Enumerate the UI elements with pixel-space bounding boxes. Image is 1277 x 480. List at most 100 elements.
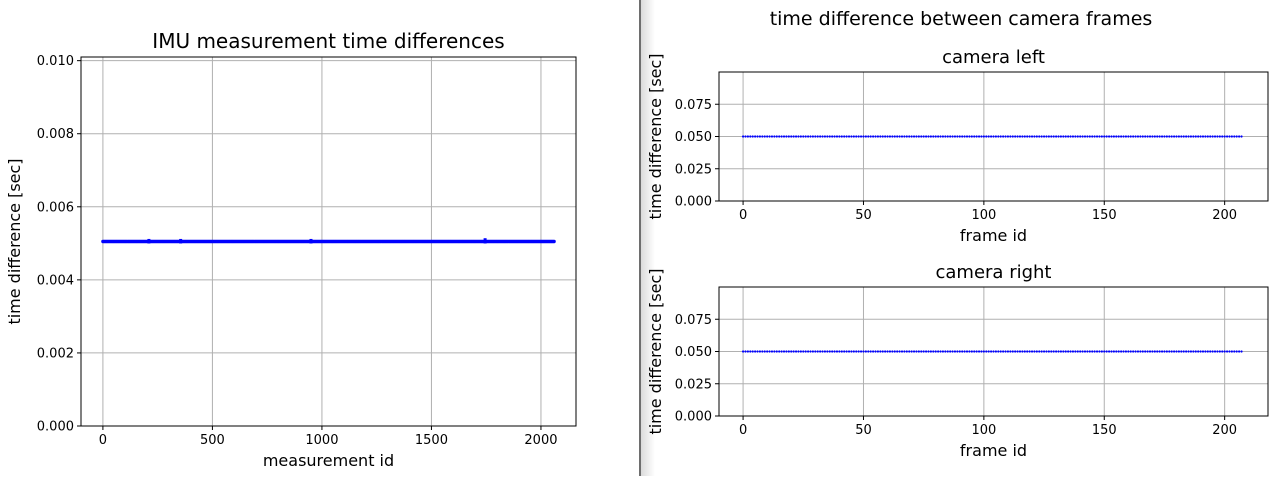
camera-right-data-point: [749, 350, 752, 353]
camera-left-data-point: [927, 135, 930, 138]
camera-right-data-point: [828, 350, 831, 353]
camera-left-data-point: [1194, 135, 1197, 138]
camera-left-data-point: [751, 135, 754, 138]
camera-right-data-point: [1110, 350, 1113, 353]
camera-right-data-point: [968, 350, 971, 353]
camera-right-data-point: [951, 350, 954, 353]
figure-divider: [639, 0, 641, 476]
camera-left-data-point: [968, 135, 971, 138]
camera-left-data-point: [1238, 135, 1241, 138]
camera-left-data-point: [804, 135, 807, 138]
camera-left-data-point: [975, 135, 978, 138]
camera-left-data-point: [1110, 135, 1113, 138]
camera-left-data-point: [1148, 135, 1152, 138]
camera-right-data-point: [1240, 350, 1243, 353]
camera-left-data-point: [1030, 135, 1034, 138]
camera-left-data-point: [823, 135, 827, 138]
camera-right-x-tick-label: 100: [971, 423, 996, 438]
camera-right-data-point: [1052, 350, 1055, 353]
camera-right-data-point: [768, 350, 771, 353]
imu-data-point: [552, 239, 556, 244]
camera-left-data-point: [1074, 135, 1077, 138]
camera-left-data-point: [961, 135, 964, 138]
imu-y-axis-label: time difference [sec]: [5, 158, 24, 324]
camera-left-data-point: [1045, 135, 1048, 138]
camera-right-data-point: [1079, 350, 1082, 353]
camera-left-data-point: [965, 135, 969, 138]
imu-x-tick-label: 2000: [524, 433, 557, 448]
camera-left-data-point: [814, 135, 817, 138]
camera-right-data-point: [1045, 350, 1048, 353]
camera-right-data-point: [823, 350, 827, 353]
camera-right-data-point: [1100, 350, 1103, 353]
camera-right-data-point: [778, 350, 781, 353]
camera-right-data-point: [1115, 350, 1118, 353]
camera-right-data-point: [1033, 350, 1036, 353]
camera-left-data-point: [1004, 135, 1007, 138]
camera-left-data-point: [852, 135, 855, 138]
camera-left-data-point: [1156, 135, 1159, 138]
camera-right-data-point: [1177, 350, 1181, 353]
camera-left-data-point: [1136, 135, 1140, 138]
camera-left-data-point: [835, 135, 839, 138]
camera-time-diff-charts: time difference between camera frames 0 5…: [646, 8, 1269, 460]
camera-right-data-point: [751, 350, 754, 353]
camera-left-data-point: [912, 135, 916, 138]
camera-right-data-points: [741, 350, 1243, 353]
camera-left-data-point: [1016, 135, 1019, 138]
camera-left-data-point: [939, 135, 942, 138]
camera-right-data-point: [1018, 350, 1022, 353]
camera-left-data-point: [1211, 135, 1214, 138]
camera-right-data-point: [838, 350, 841, 353]
camera-left-data-point: [992, 135, 995, 138]
camera-right-data-point: [1050, 350, 1053, 353]
camera-right-data-point: [965, 350, 969, 353]
camera-right-data-point: [741, 350, 745, 353]
camera-right-data-point: [1192, 350, 1195, 353]
camera-left-data-point: [1192, 135, 1195, 138]
camera-right-data-point: [794, 350, 798, 353]
camera-left-data-point: [847, 135, 851, 138]
camera-right-data-point: [1028, 350, 1031, 353]
camera-figure-suptitle: time difference between camera frames: [770, 8, 1153, 30]
camera-left-data-point: [1023, 135, 1026, 138]
camera-right-data-point: [1040, 350, 1043, 353]
camera-right-data-point: [1035, 350, 1038, 353]
camera-left-data-point: [806, 135, 810, 138]
camera-left-data-point: [859, 135, 863, 138]
camera-left-data-point: [792, 135, 795, 138]
camera-right-data-point: [917, 350, 920, 353]
camera-left-data-point: [1201, 135, 1205, 138]
camera-right-data-point: [963, 350, 966, 353]
camera-left-data-point: [1240, 135, 1243, 138]
camera-right-data-point: [1139, 350, 1142, 353]
camera-left-data-point: [1040, 135, 1043, 138]
camera-right-data-point: [1136, 350, 1140, 353]
camera-left-data-point: [997, 135, 1000, 138]
camera-right-data-point: [763, 350, 766, 353]
camera-right-data-point: [1105, 350, 1108, 353]
camera-left-data-point: [1132, 135, 1135, 138]
camera-right-data-point: [1180, 350, 1183, 353]
camera-right-chart-title: camera right: [936, 262, 1052, 283]
camera-right-data-point: [1132, 350, 1135, 353]
camera-right-data-point: [876, 350, 880, 353]
camera-right-data-point: [922, 350, 925, 353]
camera-right-data-point: [1026, 350, 1029, 353]
camera-left-data-point: [1112, 135, 1115, 138]
camera-right-data-point: [1047, 350, 1050, 353]
camera-left-data-point: [908, 135, 911, 138]
camera-right-data-point: [1059, 350, 1063, 353]
camera-left-data-point: [843, 135, 846, 138]
camera-left-data-point: [850, 135, 853, 138]
camera-left-data-point: [790, 135, 793, 138]
camera-right-data-point: [1006, 350, 1010, 353]
camera-left-data-point: [809, 135, 812, 138]
camera-right-data-point: [1095, 350, 1099, 353]
camera-left-data-point: [1021, 135, 1024, 138]
camera-left-data-point: [1197, 135, 1200, 138]
camera-left-data-point: [1223, 135, 1226, 138]
imu-x-axis-label: measurement id: [263, 451, 394, 470]
camera-right-data-point: [975, 350, 978, 353]
camera-left-data-point: [770, 135, 774, 138]
